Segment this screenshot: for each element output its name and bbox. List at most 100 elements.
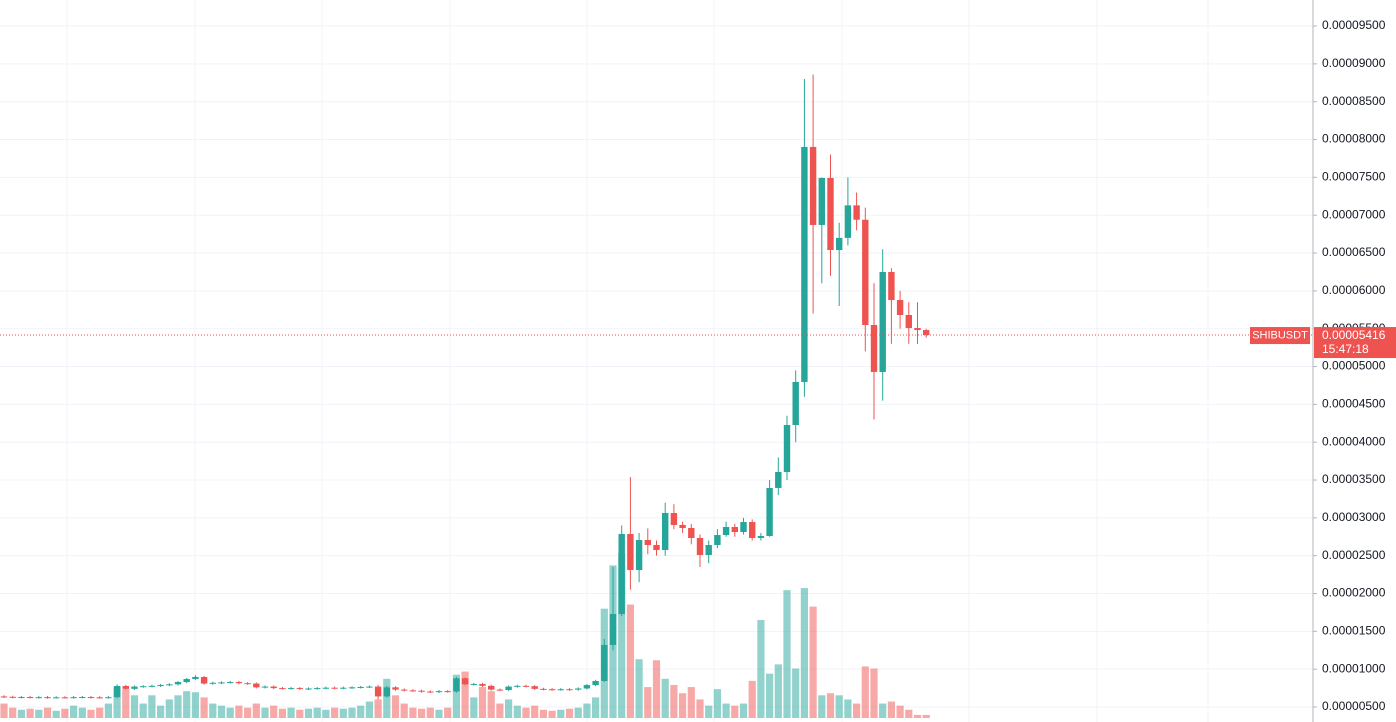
candle-body bbox=[801, 146, 808, 382]
volume-bar bbox=[574, 707, 582, 718]
candle-body bbox=[183, 679, 190, 683]
candle-body bbox=[0, 696, 8, 698]
candle-body bbox=[662, 513, 669, 551]
y-tick-label: 0.00006000 bbox=[1322, 283, 1386, 297]
volume-bar bbox=[626, 604, 634, 718]
volume-bar bbox=[818, 695, 826, 718]
volume-bar bbox=[278, 708, 286, 718]
candle-body bbox=[218, 682, 225, 684]
candle-body bbox=[696, 537, 704, 556]
volume-bar bbox=[235, 705, 243, 718]
volume-bar bbox=[870, 668, 878, 718]
volume-bar bbox=[365, 701, 373, 718]
candle-body bbox=[531, 686, 538, 689]
candle-body bbox=[644, 540, 651, 546]
volume-bar bbox=[513, 705, 521, 718]
candle-body bbox=[670, 513, 678, 525]
candle-body bbox=[53, 697, 60, 699]
volume-bar bbox=[922, 714, 930, 718]
price-tag bbox=[1314, 327, 1396, 359]
volume-bar bbox=[252, 703, 260, 718]
volume-bar bbox=[583, 703, 591, 718]
volume-bar bbox=[661, 678, 669, 718]
volume-bar bbox=[548, 710, 556, 718]
volume-bar bbox=[461, 671, 469, 718]
volume-bar bbox=[87, 709, 95, 718]
y-tick-label: 0.00007500 bbox=[1322, 170, 1386, 184]
volume-bar bbox=[783, 590, 791, 718]
volume-bar bbox=[200, 697, 208, 718]
y-tick-label: 0.00004500 bbox=[1322, 397, 1386, 411]
y-tick-label: 0.00004000 bbox=[1322, 434, 1386, 448]
candle-body bbox=[722, 527, 730, 536]
candle-body bbox=[905, 314, 912, 329]
volume-bar bbox=[96, 707, 104, 718]
candle-body bbox=[26, 697, 34, 699]
candle-body bbox=[757, 536, 765, 538]
volume-bar bbox=[748, 680, 756, 718]
candle-body bbox=[261, 686, 269, 688]
candle-body bbox=[827, 177, 834, 250]
candle-body bbox=[140, 686, 147, 688]
volume-bar bbox=[478, 687, 487, 718]
candle-body bbox=[444, 691, 451, 693]
candle-body bbox=[592, 680, 599, 686]
candle-body bbox=[470, 683, 477, 685]
volume-bar bbox=[217, 705, 226, 718]
volume-bar bbox=[61, 708, 69, 718]
candle-body bbox=[270, 686, 277, 689]
volume-bar bbox=[487, 691, 495, 718]
candle-body bbox=[609, 614, 617, 645]
volume-bar bbox=[800, 588, 808, 718]
volume-bar bbox=[539, 709, 547, 718]
volume-bar bbox=[565, 708, 574, 718]
volume-bar bbox=[522, 707, 530, 718]
volume-bar bbox=[644, 687, 652, 718]
candle-body bbox=[522, 685, 530, 687]
symbol-label: SHIBUSDT bbox=[1252, 329, 1308, 341]
candle-body bbox=[244, 683, 251, 685]
volume-bar bbox=[905, 709, 913, 718]
volume-bar bbox=[861, 666, 869, 718]
candle-body bbox=[331, 687, 338, 689]
volume-bar bbox=[835, 695, 843, 718]
volume-bar bbox=[696, 699, 704, 718]
volume-bar bbox=[209, 703, 217, 718]
volume-bar bbox=[470, 697, 478, 718]
volume-bar bbox=[896, 705, 904, 718]
volume-bar bbox=[418, 708, 426, 718]
candle-body bbox=[809, 146, 817, 225]
candle-body bbox=[279, 688, 286, 690]
candle-body bbox=[836, 237, 843, 250]
candle-body bbox=[896, 300, 904, 315]
y-tick-label: 0.00001500 bbox=[1322, 624, 1386, 638]
volume-bar bbox=[879, 703, 887, 718]
candle-body bbox=[862, 219, 869, 325]
candle-body bbox=[61, 697, 69, 699]
candle-body bbox=[157, 685, 164, 687]
volume-bar bbox=[244, 707, 252, 718]
candle-body bbox=[44, 697, 51, 699]
volume-bar bbox=[304, 708, 313, 718]
candle-body bbox=[418, 690, 425, 692]
candle-body bbox=[557, 689, 564, 691]
volume-bar bbox=[331, 707, 339, 718]
volume-bar bbox=[679, 693, 687, 718]
volume-bar bbox=[670, 685, 678, 718]
candle-body bbox=[775, 472, 782, 488]
candle-body bbox=[540, 688, 547, 690]
candle-body bbox=[105, 697, 112, 699]
volume-bar bbox=[165, 699, 173, 718]
volume-bar bbox=[130, 695, 139, 718]
candle-body bbox=[635, 540, 643, 570]
candle-body bbox=[548, 689, 556, 691]
candle-body bbox=[749, 522, 756, 538]
y-tick-label: 0.00009000 bbox=[1322, 56, 1386, 70]
volume-bar bbox=[844, 699, 852, 718]
volume-bar bbox=[435, 709, 443, 718]
volume-bar bbox=[270, 705, 278, 718]
volume-bar bbox=[731, 705, 739, 718]
volume-bar bbox=[174, 695, 182, 718]
